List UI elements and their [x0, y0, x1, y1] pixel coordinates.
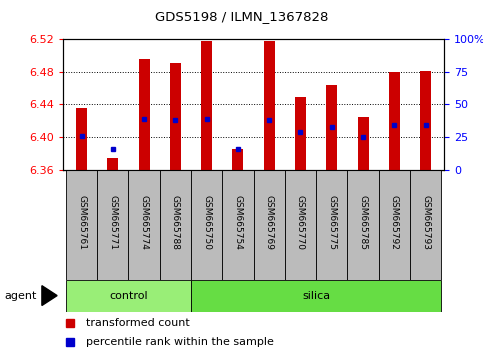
- Text: GSM665774: GSM665774: [140, 195, 149, 250]
- Bar: [170, 63, 181, 170]
- Bar: [66, 280, 191, 312]
- Text: GSM665785: GSM665785: [358, 195, 368, 250]
- Text: GDS5198 / ILMN_1367828: GDS5198 / ILMN_1367828: [155, 10, 328, 23]
- Bar: [139, 59, 150, 170]
- Bar: [264, 41, 275, 170]
- Bar: [160, 170, 191, 280]
- Text: silica: silica: [302, 291, 330, 301]
- Bar: [285, 170, 316, 280]
- Text: GSM665793: GSM665793: [421, 195, 430, 250]
- Bar: [347, 170, 379, 280]
- Bar: [254, 170, 285, 280]
- Text: GSM665792: GSM665792: [390, 195, 399, 250]
- Bar: [316, 170, 347, 280]
- Bar: [420, 71, 431, 170]
- Text: GSM665775: GSM665775: [327, 195, 336, 250]
- Bar: [410, 170, 441, 280]
- Bar: [295, 97, 306, 170]
- Text: control: control: [109, 291, 148, 301]
- Bar: [66, 170, 97, 280]
- Bar: [76, 108, 87, 170]
- Bar: [379, 170, 410, 280]
- Text: GSM665771: GSM665771: [108, 195, 117, 250]
- Text: GSM665788: GSM665788: [171, 195, 180, 250]
- Text: GSM665770: GSM665770: [296, 195, 305, 250]
- Bar: [128, 170, 160, 280]
- Bar: [389, 72, 400, 170]
- Bar: [357, 117, 369, 170]
- Bar: [327, 85, 337, 170]
- Text: GSM665754: GSM665754: [233, 195, 242, 250]
- Bar: [222, 170, 254, 280]
- Bar: [97, 170, 128, 280]
- Bar: [191, 170, 222, 280]
- Text: GSM665750: GSM665750: [202, 195, 211, 250]
- Text: GSM665769: GSM665769: [265, 195, 274, 250]
- Text: transformed count: transformed count: [85, 318, 189, 329]
- Text: agent: agent: [5, 291, 37, 301]
- Text: percentile rank within the sample: percentile rank within the sample: [85, 337, 273, 347]
- Bar: [191, 280, 441, 312]
- Bar: [107, 159, 118, 170]
- Text: GSM665761: GSM665761: [77, 195, 86, 250]
- Polygon shape: [42, 286, 57, 306]
- Bar: [232, 149, 243, 170]
- Bar: [201, 41, 212, 170]
